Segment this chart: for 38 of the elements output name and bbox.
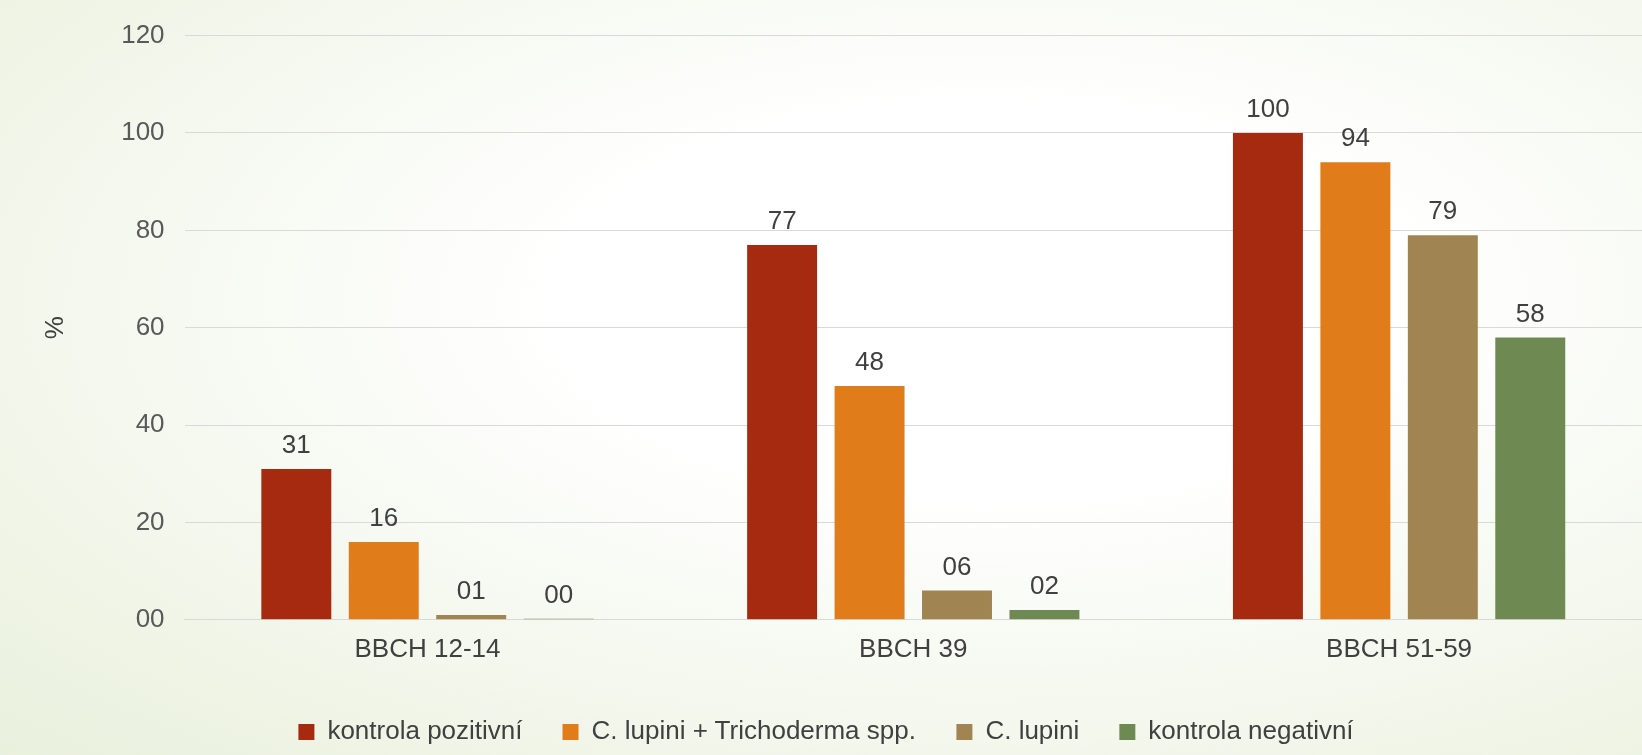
y-tick-label: 40: [135, 408, 165, 439]
bar: [922, 590, 992, 620]
data-label: 00: [544, 578, 574, 609]
x-tick-label: BBCH 12-14: [354, 632, 501, 663]
bar: [1232, 132, 1303, 620]
bar: [1320, 162, 1391, 620]
bar: [1407, 235, 1478, 620]
y-tick-label: 120: [121, 18, 165, 49]
x-tick-label: BBCH 51-59: [1326, 632, 1473, 663]
data-label: 94: [1340, 122, 1370, 153]
data-label: 77: [767, 205, 797, 236]
bar: [261, 468, 332, 620]
bar: [834, 386, 905, 620]
y-tick-label: 00: [135, 602, 165, 633]
y-tick-label: 80: [135, 213, 165, 244]
data-label: 31: [281, 429, 311, 460]
data-label: 02: [1030, 570, 1059, 601]
y-tick-label: 20: [135, 505, 165, 536]
y-axis-title: %: [38, 316, 69, 340]
data-label: 06: [942, 550, 972, 581]
legend-label: C. lupini: [985, 715, 1080, 746]
legend-label: kontrola negativní: [1148, 715, 1355, 746]
bar: [747, 244, 818, 620]
y-tick-label: 60: [135, 310, 165, 341]
bar: [1495, 337, 1566, 620]
x-tick-label: BBCH 39: [859, 632, 968, 663]
data-label: 48: [855, 346, 885, 377]
data-label: 58: [1515, 297, 1545, 328]
data-label: 16: [369, 502, 399, 533]
bar: [348, 541, 419, 620]
data-label: 79: [1428, 195, 1458, 226]
legend-label: C. lupini + Trichoderma spp.: [591, 715, 916, 746]
legend-label: kontrola pozitivní: [327, 715, 524, 746]
bar: [1009, 610, 1080, 620]
data-label: 01: [456, 575, 486, 606]
bar: [436, 614, 507, 620]
data-label: 100: [1246, 93, 1290, 124]
y-tick-label: 100: [121, 116, 165, 147]
